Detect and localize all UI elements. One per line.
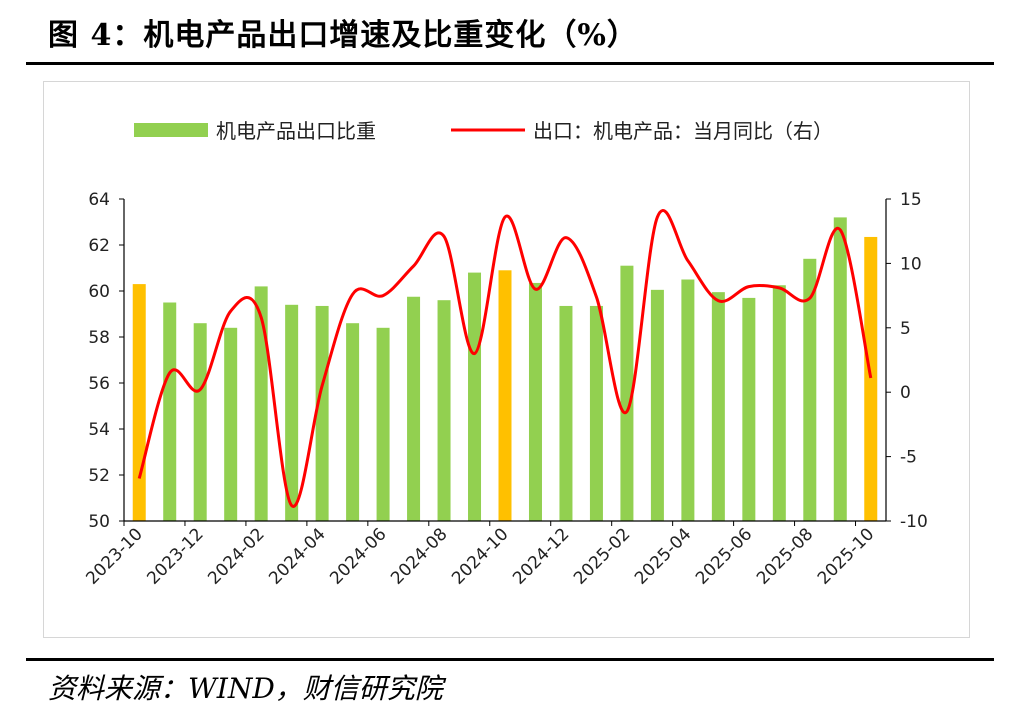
x-tick-label: 2024-02 (204, 524, 268, 588)
bar-2025-01 (589, 305, 603, 521)
bar-2025-02 (620, 265, 634, 521)
left-tick-label: 56 (88, 374, 110, 394)
bar-2024-10 (498, 270, 512, 521)
growth-line (137, 209, 873, 508)
bar-2024-12 (559, 305, 573, 521)
x-tick-label: 2024-12 (509, 524, 573, 588)
x-tick-label: 2023-10 (82, 524, 146, 588)
x-tick-label: 2025-10 (814, 524, 878, 588)
x-tick-label: 2025-04 (631, 524, 695, 588)
left-tick-label: 54 (88, 420, 110, 440)
bar-2025-04 (681, 279, 695, 521)
right-tick-label: -10 (900, 512, 928, 532)
right-tick-label: 5 (900, 319, 911, 339)
bar-2024-06 (376, 327, 390, 521)
legend-bar-swatch (134, 123, 208, 137)
legend-bar-label: 机电产品出口比重 (216, 119, 376, 143)
right-tick-label: 10 (900, 254, 922, 274)
legend-line-label: 出口：机电产品：当月同比（右） (533, 119, 833, 143)
bar-2025-10 (864, 236, 878, 521)
left-tick-label: 50 (88, 512, 110, 532)
left-tick-label: 64 (88, 190, 110, 210)
bar-2024-01 (224, 327, 238, 521)
left-tick-label: 58 (88, 328, 110, 348)
bar-2024-04 (315, 305, 329, 521)
x-tick-label: 2025-02 (570, 524, 634, 588)
left-tick-label: 52 (88, 466, 110, 486)
bar-2024-07 (407, 296, 421, 521)
x-tick-label: 2025-06 (692, 524, 756, 588)
bottom-rule (26, 658, 994, 661)
x-tick-label: 2024-06 (326, 524, 390, 588)
x-tick-label: 2024-04 (265, 524, 329, 588)
bar-2024-11 (528, 282, 542, 521)
x-tick-label: 2025-08 (753, 524, 817, 588)
bar-2024-09 (468, 272, 482, 521)
bar-2025-05 (711, 292, 725, 521)
bar-2024-02 (254, 286, 268, 521)
bar-2024-08 (437, 300, 451, 521)
bar-2025-07 (772, 285, 786, 521)
bar-2023-11 (163, 302, 177, 521)
bar-2024-05 (346, 323, 360, 521)
bar-2023-12 (193, 323, 207, 521)
source-note: 资料来源：WIND，财信研究院 (48, 672, 443, 705)
bar-2025-08 (803, 258, 817, 521)
x-tick-label: 2024-08 (387, 524, 451, 588)
bar-2025-09 (833, 217, 847, 521)
bar-2024-03 (285, 304, 299, 521)
left-tick-label: 60 (88, 282, 110, 302)
x-tick-label: 2023-12 (143, 524, 207, 588)
right-tick-label: -5 (900, 448, 917, 468)
left-tick-label: 62 (88, 236, 110, 256)
bar-2025-06 (742, 297, 756, 521)
right-tick-label: 15 (900, 190, 922, 210)
right-tick-label: 0 (900, 383, 911, 403)
bar-2025-03 (650, 289, 664, 521)
top-rule (26, 62, 994, 65)
figure-title: 图 4：机电产品出口增速及比重变化（%） (48, 18, 638, 53)
x-tick-label: 2024-10 (448, 524, 512, 588)
bar-2023-10 (132, 284, 146, 521)
